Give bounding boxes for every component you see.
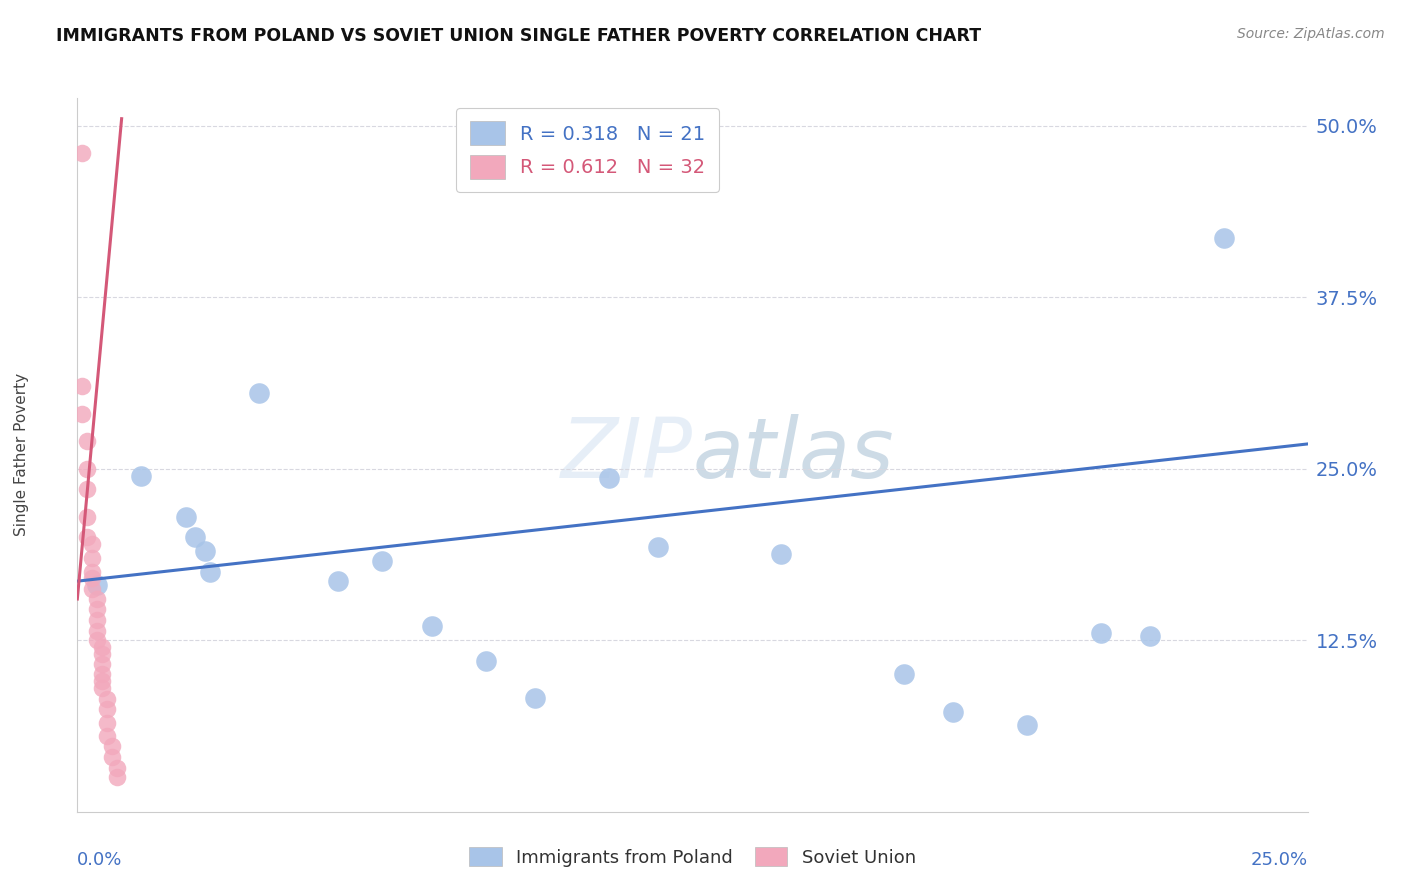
Point	[420, 619, 443, 633]
Text: IMMIGRANTS FROM POLAND VS SOVIET UNION SINGLE FATHER POVERTY CORRELATION CHART: IMMIGRANTS FROM POLAND VS SOVIET UNION S…	[56, 27, 981, 45]
Point	[96, 702, 118, 716]
Point	[70, 407, 93, 421]
Point	[90, 640, 114, 654]
Point	[200, 565, 222, 579]
Point	[893, 667, 915, 681]
Point	[86, 578, 108, 592]
Point	[1139, 629, 1161, 643]
Point	[131, 468, 153, 483]
Point	[1090, 626, 1112, 640]
Text: atlas: atlas	[693, 415, 894, 495]
Point	[86, 592, 108, 607]
Point	[101, 749, 124, 764]
Point	[598, 471, 620, 485]
Point	[86, 601, 108, 615]
Point	[1213, 231, 1236, 245]
Text: Source: ZipAtlas.com: Source: ZipAtlas.com	[1237, 27, 1385, 41]
Point	[82, 565, 104, 579]
Point	[328, 574, 350, 589]
Text: 25.0%: 25.0%	[1250, 851, 1308, 869]
Point	[82, 571, 104, 585]
Point	[82, 537, 104, 551]
Point	[524, 690, 547, 705]
Point	[82, 582, 104, 597]
Point	[942, 705, 965, 719]
Point	[96, 729, 118, 743]
Point	[76, 482, 98, 496]
Point	[82, 550, 104, 565]
Point	[105, 771, 128, 785]
Point	[174, 509, 197, 524]
Point	[96, 692, 118, 706]
Text: ZIP: ZIP	[561, 415, 693, 495]
Point	[249, 386, 271, 401]
Point	[101, 739, 124, 753]
Point	[90, 681, 114, 696]
Point	[90, 674, 114, 689]
Point	[70, 146, 93, 161]
Point	[76, 530, 98, 544]
Point	[475, 654, 498, 668]
Point	[1017, 718, 1039, 732]
Point	[76, 509, 98, 524]
Point	[86, 613, 108, 627]
Point	[105, 761, 128, 775]
Text: Single Father Poverty: Single Father Poverty	[14, 374, 30, 536]
Point	[96, 715, 118, 730]
Point	[770, 547, 793, 561]
Point	[371, 553, 394, 567]
Point	[76, 434, 98, 449]
Legend: Immigrants from Poland, Soviet Union: Immigrants from Poland, Soviet Union	[463, 840, 922, 874]
Point	[194, 544, 217, 558]
Text: 0.0%: 0.0%	[77, 851, 122, 869]
Point	[76, 461, 98, 475]
Point	[90, 657, 114, 671]
Point	[86, 633, 108, 648]
Point	[70, 379, 93, 393]
Point	[90, 647, 114, 661]
Point	[647, 540, 669, 554]
Point	[90, 667, 114, 681]
Point	[184, 530, 207, 544]
Point	[86, 624, 108, 638]
